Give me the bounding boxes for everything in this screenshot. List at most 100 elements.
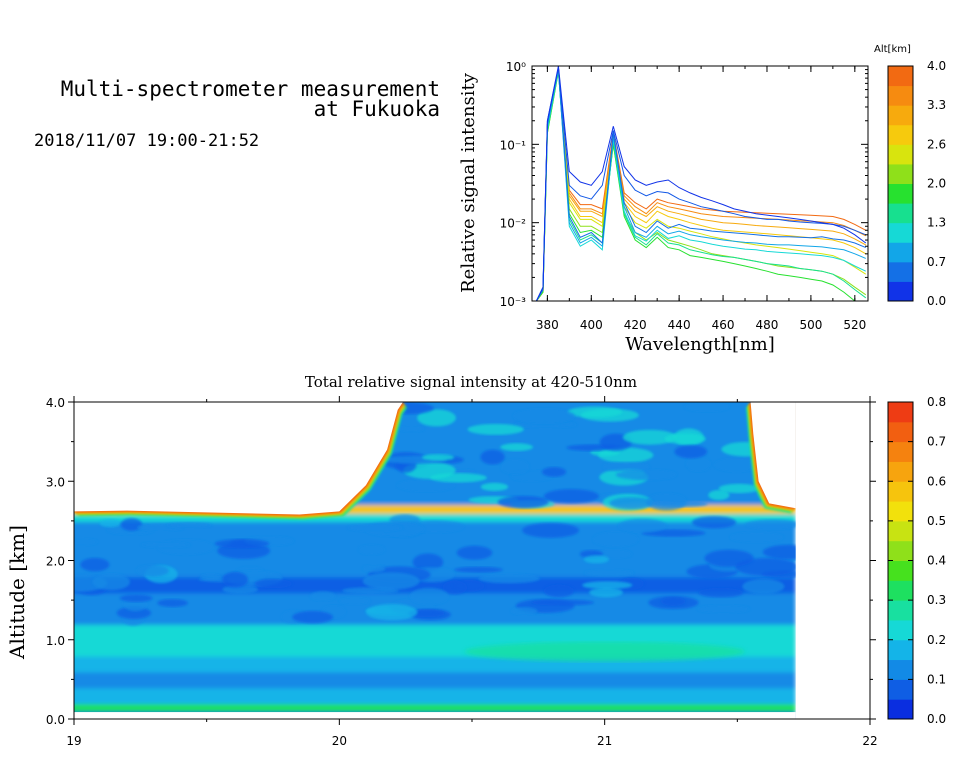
heatmap-band	[74, 622, 796, 641]
value-colorbar-tick-label: 0.7	[927, 435, 946, 449]
heatmap-cell	[589, 587, 624, 598]
value-colorbar-segment	[888, 441, 913, 462]
heatmap-band	[74, 686, 796, 705]
heatmap-cell	[674, 444, 708, 459]
heatmap-cell	[421, 454, 455, 461]
heatmap-cell	[729, 532, 784, 543]
value-colorbar-segment	[888, 481, 913, 502]
heatmap-cell	[511, 607, 538, 616]
spectrum-series-line	[535, 67, 867, 301]
heatmap-cell	[292, 610, 333, 624]
heatmap-cell	[417, 409, 456, 427]
heatmap-cell	[691, 516, 737, 529]
heatmap-cell	[598, 447, 654, 463]
heatmap-cell	[622, 429, 677, 445]
value-colorbar-tick-label: 0.2	[927, 633, 946, 647]
spectrum-x-tick-label: 420	[624, 318, 647, 332]
altitude-colorbar-segment	[888, 203, 913, 224]
heatmap-cell	[530, 599, 595, 606]
value-colorbar-segment	[888, 659, 913, 680]
heatmap-cell	[456, 545, 493, 560]
heatmap-no-data-bottom	[74, 712, 796, 719]
heatmap-cell	[664, 433, 706, 445]
heatmap-cell	[362, 564, 386, 573]
value-colorbar-segment	[888, 639, 913, 661]
heatmap-cell	[80, 557, 110, 572]
heatmap-cell	[116, 606, 152, 619]
heatmap-cell	[366, 603, 418, 621]
spectrum-series-line	[535, 68, 867, 301]
value-colorbar-tick-label: 0.6	[927, 474, 946, 488]
heatmap-x-axis: 19 20 21 22	[66, 396, 878, 748]
heatmap-cell	[742, 578, 785, 595]
value-colorbar-segment	[888, 619, 913, 641]
altitude-colorbar-segment	[888, 281, 913, 302]
heatmap-cell	[99, 519, 121, 528]
heatmap-cell	[583, 555, 610, 564]
value-colorbar-segment	[888, 580, 913, 601]
heatmap-cell	[141, 541, 191, 548]
heatmap-cell	[136, 564, 169, 577]
altitude-colorbar-segment	[888, 222, 913, 243]
heatmap-cell	[718, 483, 760, 494]
heatmap-cell	[616, 469, 677, 481]
spectrum-x-tick-label: 460	[712, 318, 735, 332]
altitude-colorbar-segment	[888, 124, 913, 145]
altitude-colorbar-tick-label: 0.7	[927, 255, 946, 269]
spectrum-x-axis-label: Wavelength[nm]	[625, 334, 775, 355]
value-colorbar-segment	[888, 679, 913, 700]
heatmap-cell	[734, 558, 798, 576]
spectrum-series-line	[535, 69, 867, 301]
heatmap-cell	[497, 495, 549, 509]
value-colorbar-tick-label: 0.1	[927, 672, 946, 686]
heatmap-cell	[522, 522, 579, 538]
spectrum-series-line	[535, 66, 867, 301]
heatmap-cell	[409, 587, 449, 605]
altitude-colorbar-segment	[888, 66, 913, 87]
heatmap-y-tick-label: 3.0	[46, 475, 65, 489]
altitude-colorbar-segment	[888, 261, 913, 282]
heatmap-cell	[478, 573, 541, 584]
spectrum-series-group	[535, 66, 867, 301]
heatmap-cell	[641, 529, 706, 537]
heatmap-cell	[745, 519, 801, 530]
heatmap-cell	[480, 449, 505, 465]
heatmap-cell	[165, 522, 212, 529]
heatmap-cell	[567, 406, 623, 418]
spectrum-x-tick-label: 440	[668, 318, 691, 332]
spectrum-plot-frame	[531, 65, 869, 302]
altitude-colorbar-segment	[888, 85, 913, 106]
heatmap-cell	[120, 518, 143, 531]
heatmap-cell	[464, 641, 745, 662]
altitude-colorbar-segment	[888, 144, 913, 165]
heatmap-cell	[358, 544, 385, 555]
heatmap-y-axis: 0.0 1.0 2.0 3.0 4.0	[46, 396, 876, 727]
altitude-colorbar-segment	[888, 105, 913, 126]
cloud-saturated-region	[74, 402, 403, 515]
heatmap-y-tick-label: 4.0	[46, 396, 65, 410]
heatmap-cell	[92, 573, 131, 591]
altitude-colorbar-segment	[888, 183, 913, 204]
spectrum-series-line	[535, 68, 866, 301]
altitude-colorbar-label: Alt[km]	[874, 44, 911, 55]
heatmap-cell	[584, 569, 635, 577]
spectrum-y-tick-label: 10⁰	[506, 60, 526, 74]
heatmap-band	[74, 511, 796, 522]
heatmap-cell	[338, 597, 371, 605]
spectrum-series-line	[535, 70, 867, 301]
spectrum-x-tick-label: 380	[536, 318, 559, 332]
heatmap-cell	[480, 482, 509, 491]
heatmap-chart: Total relative signal intensity at 420-5…	[5, 373, 946, 748]
value-colorbar-segment	[888, 520, 913, 542]
heatmap-x-tick-label: 19	[66, 734, 81, 748]
heatmap-cell	[454, 566, 503, 573]
figure-header: Multi-spectrometer measurement at Fukuok…	[34, 77, 440, 151]
altitude-colorbar-frame	[887, 65, 914, 302]
heatmap-band	[74, 702, 796, 713]
measurement-datetime: 2018/11/07 19:00-21:52	[34, 131, 259, 151]
heatmap-y-tick-label: 1.0	[46, 634, 65, 648]
spectrum-y-tick-label: 10⁻¹	[500, 138, 527, 152]
heatmap-cell	[500, 443, 534, 452]
value-colorbar-segment	[888, 402, 913, 423]
